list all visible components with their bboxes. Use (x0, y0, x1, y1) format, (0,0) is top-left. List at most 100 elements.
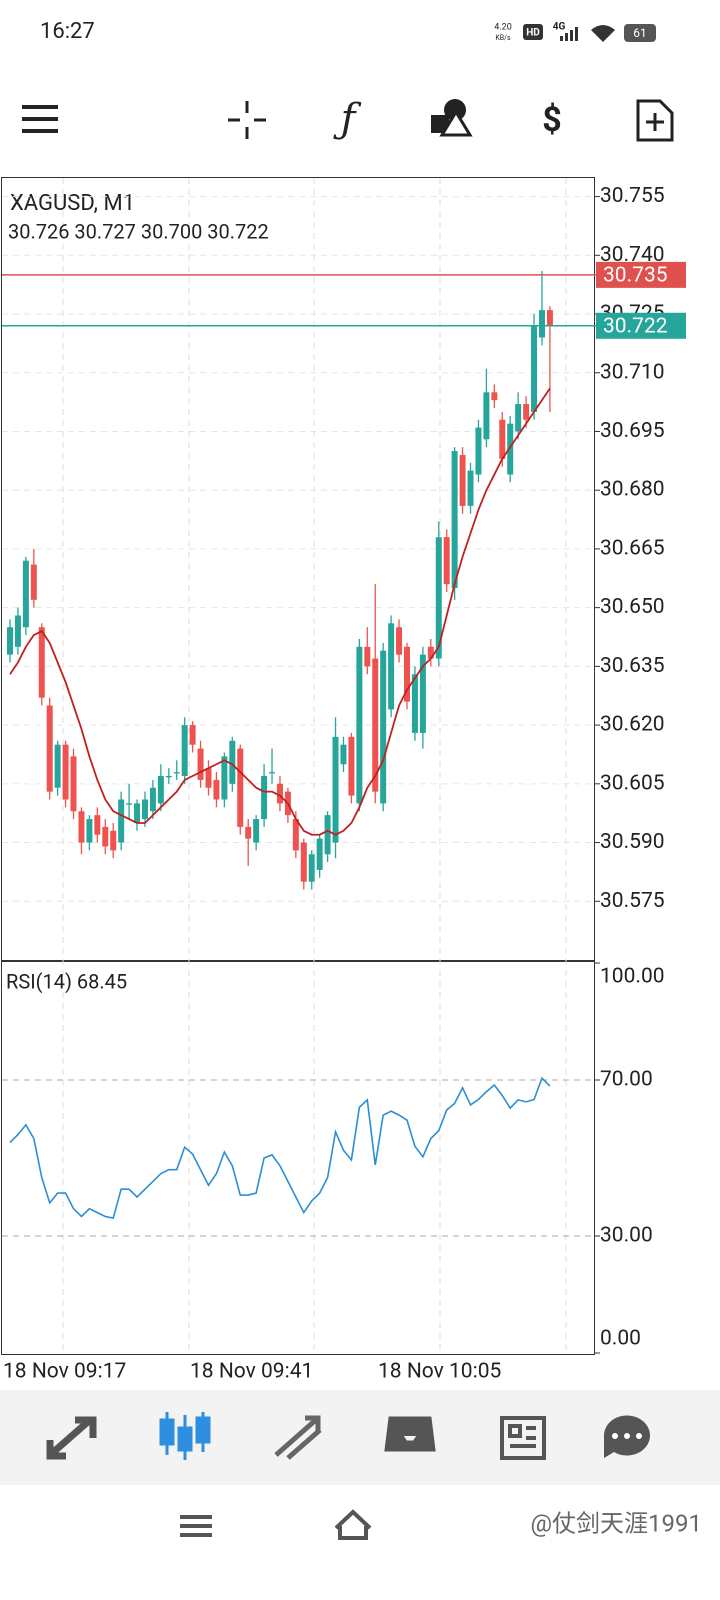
candle-body (300, 842, 307, 882)
sys-home[interactable] (334, 1509, 372, 1540)
hd: HD (526, 28, 540, 39)
candle-body (118, 799, 125, 843)
y-tick-label: 30.665 (600, 536, 665, 560)
candle-body (451, 451, 458, 589)
chart-tab[interactable] (159, 1412, 211, 1460)
candle-body (110, 830, 117, 851)
price-label: 30.722 (603, 314, 668, 338)
candle-body (181, 725, 188, 776)
candle-body (467, 470, 474, 506)
candle-body (165, 775, 172, 778)
quotes-tab[interactable] (46, 1416, 97, 1460)
candle-body (443, 537, 450, 585)
signal (560, 27, 578, 41)
candle-body (515, 404, 522, 432)
candle-body (14, 615, 21, 647)
y-tick-label: 30.575 (600, 889, 665, 913)
hd-badge (523, 24, 543, 40)
candle-body (324, 815, 331, 855)
candle-body (245, 826, 252, 839)
chart-frame (1, 177, 595, 1355)
candle-body (54, 744, 61, 788)
y-tick-label: 100.00 (600, 965, 665, 989)
candle-body (507, 423, 514, 475)
ohlc: 30.726 30.727 30.700 30.722 (8, 219, 269, 243)
candle-body (269, 772, 276, 774)
objects-button[interactable] (431, 99, 473, 137)
watermark: @仗剑天涯1991 (530, 1509, 702, 1537)
history-tab[interactable] (384, 1416, 436, 1452)
candle-body (237, 748, 244, 827)
candle-body (316, 838, 323, 870)
sys-menu[interactable] (180, 1515, 212, 1537)
candle-body (229, 740, 236, 784)
candle-body (380, 650, 387, 804)
candle-body (197, 748, 204, 780)
wifi (591, 25, 615, 42)
news-tab[interactable] (500, 1416, 546, 1460)
candle-body (157, 775, 164, 804)
candle-body (78, 811, 85, 843)
candle-body (427, 646, 434, 659)
candle-body (7, 627, 13, 655)
y-tick-label: 0.00 (600, 1327, 641, 1351)
candle-body (475, 427, 482, 475)
candle-body (356, 646, 363, 804)
chat-dots (612, 1433, 642, 1439)
bottom-nav (0, 1390, 720, 1485)
candle-body (134, 803, 141, 823)
rsi-line (9, 1076, 551, 1219)
y-tick-label: 30.605 (600, 771, 665, 795)
candle-body (102, 826, 109, 847)
x-tick-label: 18 Nov 09:41 (190, 1360, 313, 1384)
candle-body (531, 325, 538, 412)
candle-body (546, 310, 553, 326)
vertical-grid (62, 178, 567, 1354)
crosshair-button[interactable] (228, 101, 266, 139)
candle-body (141, 799, 148, 820)
candle-body (499, 419, 506, 459)
candle-body (70, 756, 77, 812)
candle-body (86, 819, 93, 843)
indicators-button[interactable]: ƒ (333, 96, 362, 142)
candle-body (396, 627, 403, 655)
candle-body (435, 537, 442, 659)
menu-button[interactable] (22, 105, 58, 133)
candle-body (205, 768, 212, 788)
candle-body (292, 819, 299, 851)
y-tick-label: 30.635 (600, 654, 665, 678)
network: 4G (553, 22, 566, 33)
candle-body (411, 674, 418, 733)
y-tick-label: 30.620 (600, 713, 665, 737)
new-order-button[interactable] (636, 99, 674, 142)
price-label: 30.735 (603, 263, 668, 287)
candle-body (491, 392, 498, 401)
y-tick-label: 30.680 (600, 478, 665, 502)
trade-tab[interactable] (274, 1415, 322, 1460)
candle-body (523, 404, 530, 420)
battery-icon (624, 24, 656, 42)
trade-button[interactable]: $ (542, 100, 562, 140)
candle-body (126, 803, 133, 805)
x-tick-label: 18 Nov 10:05 (378, 1360, 501, 1384)
candle-body (213, 779, 220, 800)
clock: 16:27 (40, 19, 95, 44)
candle-body (276, 783, 283, 804)
y-tick-label: 30.740 (600, 243, 665, 267)
price-badge (596, 261, 686, 288)
candle-body (340, 744, 347, 765)
y-tick-label: 30.590 (600, 830, 665, 854)
candle-body (173, 772, 180, 774)
battery: 61 (633, 26, 647, 40)
y-tick-label: 30.695 (600, 419, 665, 443)
candle-body (46, 705, 53, 792)
moving-average (9, 387, 551, 836)
price-badge (596, 312, 686, 339)
speed: 4.20 (494, 22, 512, 32)
candle-body (459, 454, 466, 506)
candle-body (364, 646, 371, 667)
y-tick-label: 30.755 (600, 184, 665, 208)
y-tick-label: 30.650 (600, 595, 665, 619)
candle-body (62, 744, 69, 800)
